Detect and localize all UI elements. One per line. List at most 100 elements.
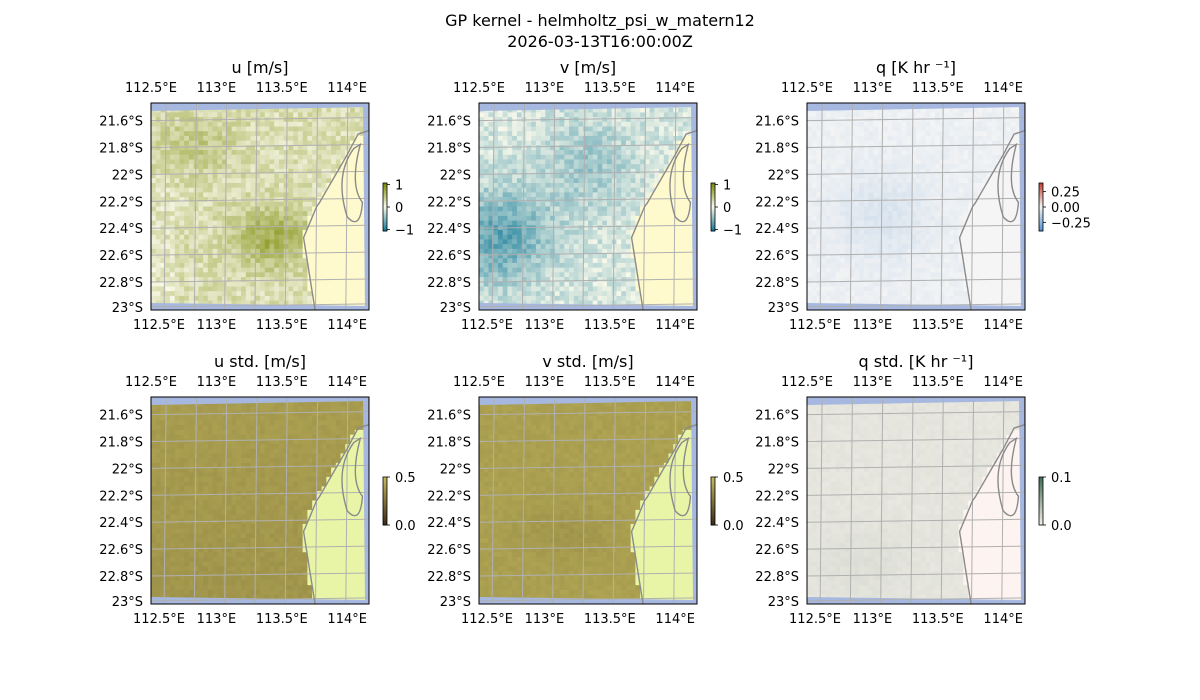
heatmap-cell <box>953 126 960 132</box>
heatmap-cell <box>502 272 509 278</box>
heatmap-cell <box>868 178 874 184</box>
heatmap-cell <box>578 182 584 189</box>
heatmap-cell <box>488 150 494 156</box>
heatmap-cell <box>512 211 518 217</box>
heatmap-cell <box>288 272 294 278</box>
heatmap-cell <box>521 192 527 198</box>
heatmap-cell <box>882 154 889 161</box>
heatmap-cell <box>878 178 884 184</box>
heatmap-cell <box>483 159 490 165</box>
heatmap-cell <box>521 187 527 193</box>
heatmap-cell <box>592 272 599 278</box>
heatmap-cell <box>545 192 551 198</box>
heatmap-cell <box>274 295 280 302</box>
heatmap-cell <box>193 300 199 306</box>
heatmap-cell <box>583 117 589 123</box>
heatmap-cell <box>625 272 632 278</box>
heatmap-cell <box>354 272 361 278</box>
heatmap-cell <box>217 164 223 170</box>
heatmap-cell <box>868 112 874 118</box>
heatmap-cell <box>255 267 261 273</box>
heatmap-cell <box>953 145 960 151</box>
heatmap-cell <box>264 168 271 175</box>
heatmap-cell <box>550 107 556 113</box>
heatmap-cell <box>274 211 280 217</box>
heatmap-cell <box>554 215 561 222</box>
heatmap-cell <box>483 150 490 156</box>
heatmap-cell <box>606 117 613 123</box>
heatmap-cell <box>483 192 490 198</box>
heatmap-cell <box>226 135 233 142</box>
heatmap-cell <box>169 168 176 175</box>
heatmap-cell <box>155 140 162 146</box>
heatmap-cell <box>260 277 266 283</box>
heatmap-cell <box>911 112 917 118</box>
heatmap-cell <box>868 107 874 113</box>
heatmap-cell <box>1010 121 1017 128</box>
heatmap-cell <box>602 140 608 146</box>
heatmap-cell <box>550 197 556 203</box>
heatmap-cell <box>169 150 176 156</box>
heatmap-cell <box>616 173 622 179</box>
heatmap-cell <box>335 295 342 302</box>
heatmap-cell <box>588 192 594 198</box>
heatmap-cell <box>635 173 641 179</box>
heatmap-cell <box>174 140 181 146</box>
heatmap-cell <box>174 262 181 269</box>
heatmap-cell <box>359 286 365 292</box>
heatmap-cell <box>863 121 870 128</box>
heatmap-cell <box>616 281 622 288</box>
heatmap-cell <box>616 126 622 132</box>
heatmap-cell <box>844 121 851 128</box>
heatmap-cell <box>255 135 261 142</box>
heatmap-cell <box>996 131 1002 137</box>
heatmap-cell <box>184 272 190 278</box>
heatmap-cell <box>654 253 660 259</box>
heatmap-cell <box>512 107 518 113</box>
heatmap-cell <box>359 220 365 226</box>
heatmap-cell <box>203 206 209 212</box>
heatmap-cell <box>335 258 342 264</box>
heatmap-cell <box>644 107 651 113</box>
heatmap-cell <box>578 281 584 288</box>
heatmap-cell <box>340 267 346 273</box>
heatmap-cell <box>326 197 332 203</box>
heatmap-cell <box>340 187 346 193</box>
heatmap-cell <box>184 126 190 132</box>
colorbar-segment <box>711 227 715 230</box>
colorbar-segment <box>711 183 715 186</box>
heatmap-cell <box>531 197 537 203</box>
heatmap-cell <box>972 107 979 113</box>
heatmap-cell <box>844 107 851 113</box>
heatmap-cell <box>345 192 351 198</box>
heatmap-cell <box>226 131 233 137</box>
heatmap-cell <box>521 258 527 264</box>
axes-frame <box>478 102 698 311</box>
heatmap-cell <box>550 145 556 151</box>
heatmap-cell <box>335 140 342 146</box>
heatmap-cell <box>479 262 485 269</box>
heatmap-cell <box>630 272 636 278</box>
heatmap-cell <box>293 225 299 231</box>
colorbar-segment <box>711 187 715 190</box>
heatmap-cell <box>507 140 513 146</box>
heatmap-cell <box>264 258 271 264</box>
heatmap-cell <box>345 267 351 273</box>
heatmap-cell <box>606 220 613 226</box>
heatmap-cell <box>217 225 223 231</box>
heatmap-cell <box>554 150 561 156</box>
heatmap-cell <box>863 145 870 151</box>
heatmap-cell <box>588 121 594 128</box>
heatmap-cell <box>944 145 950 151</box>
heatmap-cell <box>331 248 337 255</box>
heatmap-cell <box>160 220 166 226</box>
heatmap-cell <box>573 140 580 146</box>
heatmap-cell <box>354 211 361 217</box>
heatmap-cell <box>835 173 841 179</box>
heatmap-cell <box>953 164 960 170</box>
heatmap-cell <box>588 248 594 255</box>
heatmap-cell <box>507 131 513 137</box>
gridline-lat <box>151 117 369 122</box>
heatmap-cell <box>930 168 936 175</box>
heatmap-cell <box>231 173 237 179</box>
